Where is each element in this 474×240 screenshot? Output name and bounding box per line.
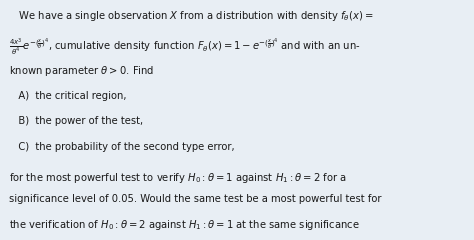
Text: B)  the power of the test,: B) the power of the test, (9, 116, 144, 126)
Text: $\frac{4x^3}{\theta^4}e^{-(\frac{x}{\theta})^4}$, cumulative density function $F: $\frac{4x^3}{\theta^4}e^{-(\frac{x}{\the… (9, 36, 361, 58)
Text: for the most powerful test to verify $H_0 : \theta = 1$ against $H_1 : \theta = : for the most powerful test to verify $H_… (9, 171, 347, 185)
Text: the verification of $H_0 : \theta = 2$ against $H_1 : \theta = 1$ at the same si: the verification of $H_0 : \theta = 2$ a… (9, 218, 360, 232)
Text: A)  the critical region,: A) the critical region, (9, 90, 127, 101)
Text: C)  the probability of the second type error,: C) the probability of the second type er… (9, 142, 235, 152)
Text: known parameter $\theta > 0$. Find: known parameter $\theta > 0$. Find (9, 64, 155, 78)
Text: significance level of 0.05. Would the same test be a most powerful test for: significance level of 0.05. Would the sa… (9, 194, 382, 204)
Text: We have a single observation $X$ from a distribution with density $f_\theta(x) =: We have a single observation $X$ from a … (9, 9, 374, 24)
